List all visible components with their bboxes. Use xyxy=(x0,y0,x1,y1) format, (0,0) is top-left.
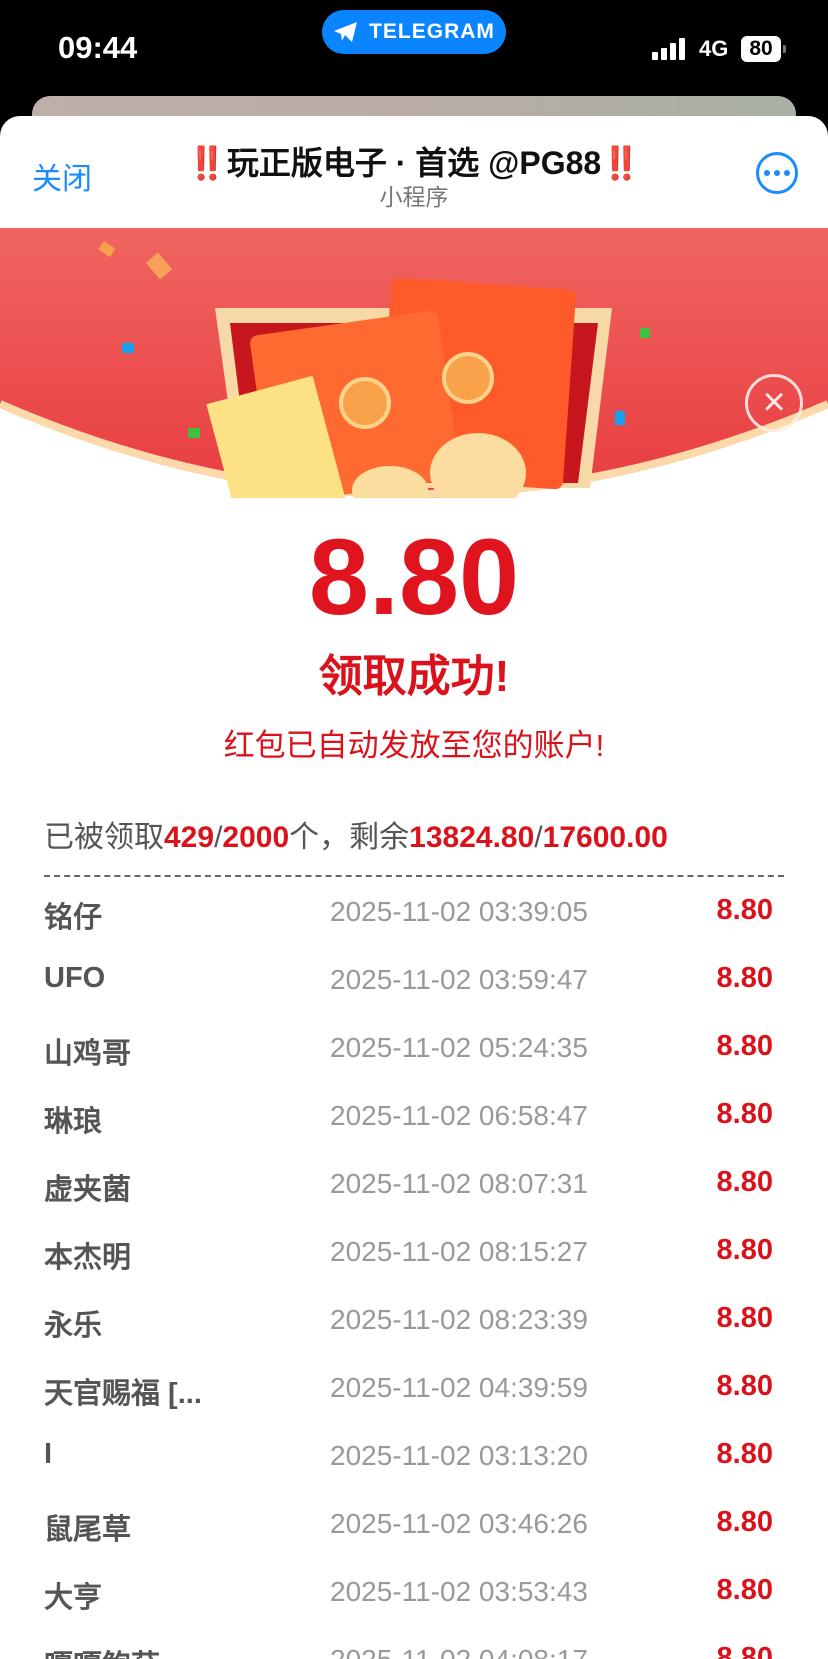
claim-records-list: 铭仔 2025-11-02 03:39:05 8.80 UFO 2025-11-02 0… xyxy=(0,878,828,1659)
claim-amount: 8.80 xyxy=(716,1506,773,1538)
claimer-name: 虚夹菌 xyxy=(44,1174,132,1206)
claim-amount: 8.80 xyxy=(716,1234,773,1266)
claim-amount: 8.80 xyxy=(716,1166,773,1198)
claim-time: 2025-11-02 03:39:05 xyxy=(330,896,588,927)
claimer-name: 铭仔 xyxy=(44,902,103,934)
claim-amount: 8.80 xyxy=(716,1574,773,1606)
nav-bar: 关闭 ‼️玩正版电子 · 首选 @PG88‼️ 小程序 xyxy=(0,116,828,228)
red-envelope-banner xyxy=(0,228,828,498)
claimer-name: 嘎嘎鲍菇 xyxy=(44,1642,160,1659)
claim-time: 2025-11-02 06:58:47 xyxy=(330,1100,588,1131)
list-item: UFO 2025-11-02 03:59:47 8.80 xyxy=(0,946,828,1014)
more-options-button[interactable] xyxy=(756,152,798,194)
list-item: 琳琅 2025-11-02 06:58:47 8.80 xyxy=(0,1082,828,1150)
battery-icon: 80 xyxy=(741,36,786,62)
list-item: 天官赐福 [... 2025-11-02 04:39:59 8.80 xyxy=(0,1354,828,1422)
claim-amount: 8.80 xyxy=(716,962,773,994)
received-amount: 8.80 xyxy=(308,516,520,637)
telegram-icon xyxy=(334,22,358,42)
clock: 09:44 xyxy=(58,30,138,65)
list-item: 大亨 2025-11-02 03:53:43 8.80 xyxy=(0,1558,828,1626)
alert-icon: ‼️ xyxy=(601,145,642,181)
page-subtitle: 小程序 xyxy=(379,184,449,210)
claim-amount: 8.80 xyxy=(716,1438,773,1470)
claim-amount: 8.80 xyxy=(716,1370,773,1402)
divider xyxy=(44,875,784,877)
claim-time: 2025-11-02 03:13:20 xyxy=(330,1440,588,1471)
list-item: 鼠尾草 2025-11-02 03:46:26 8.80 xyxy=(0,1490,828,1558)
status-bar: 09:44 TELEGRAM 4G 80 xyxy=(0,0,828,96)
claimer-name: 琳琅 xyxy=(44,1106,103,1138)
telegram-pill[interactable]: TELEGRAM xyxy=(322,10,506,54)
telegram-label: TELEGRAM xyxy=(369,20,495,43)
list-item: 嘎嘎鲍菇 2025-11-02 04:08:17 8.80 xyxy=(0,1626,828,1659)
close-button[interactable]: 关闭 xyxy=(32,163,92,196)
claim-time: 2025-11-02 04:39:59 xyxy=(330,1372,588,1403)
claimer-name: UFO xyxy=(44,962,106,994)
list-item: 永乐 2025-11-02 08:23:39 8.80 xyxy=(0,1286,828,1354)
claim-time: 2025-11-02 03:46:26 xyxy=(330,1508,588,1539)
dismiss-banner-icon[interactable]: × xyxy=(745,374,803,432)
list-item: 虚夹菌 2025-11-02 08:07:31 8.80 xyxy=(0,1150,828,1218)
network-type: 4G xyxy=(699,36,729,61)
claim-amount: 8.80 xyxy=(716,1642,773,1659)
alert-icon: ‼️ xyxy=(186,145,227,181)
title-text: 玩正版电子 · 首选 @PG88 xyxy=(226,145,602,181)
claimer-name: 永乐 xyxy=(44,1310,103,1342)
list-item: I 2025-11-02 03:13:20 8.80 xyxy=(0,1422,828,1490)
claim-time: 2025-11-02 04:08:17 xyxy=(330,1644,588,1659)
claim-time: 2025-11-02 08:07:31 xyxy=(330,1168,588,1199)
claim-time: 2025-11-02 05:24:35 xyxy=(330,1032,588,1063)
claim-time: 2025-11-02 03:59:47 xyxy=(330,964,588,995)
list-item: 山鸡哥 2025-11-02 05:24:35 8.80 xyxy=(0,1014,828,1082)
claim-amount: 8.80 xyxy=(716,894,773,926)
deposit-note: 红包已自动发放至您的账户! xyxy=(223,728,605,763)
page-title: ‼️玩正版电子 · 首选 @PG88‼️ xyxy=(0,138,828,184)
claimer-name: 大亨 xyxy=(44,1582,103,1614)
claimer-name: 本杰明 xyxy=(44,1242,132,1274)
claim-amount: 8.80 xyxy=(716,1302,773,1334)
success-message: 领取成功! xyxy=(318,652,510,701)
claimer-name: I xyxy=(44,1438,53,1470)
mini-program-sheet: 关闭 ‼️玩正版电子 · 首选 @PG88‼️ 小程序 × 8.80 领取成功!… xyxy=(0,116,828,1659)
claim-amount: 8.80 xyxy=(716,1030,773,1062)
claim-time: 2025-11-02 08:23:39 xyxy=(330,1304,588,1335)
claimer-name: 天官赐福 [... xyxy=(44,1378,202,1410)
list-item: 铭仔 2025-11-02 03:39:05 8.80 xyxy=(0,878,828,946)
list-item: 本杰明 2025-11-02 08:15:27 8.80 xyxy=(0,1218,828,1286)
claim-time: 2025-11-02 08:15:27 xyxy=(330,1236,588,1267)
claim-time: 2025-11-02 03:53:43 xyxy=(330,1576,588,1607)
claim-amount: 8.80 xyxy=(716,1098,773,1130)
claimer-name: 鼠尾草 xyxy=(44,1514,132,1546)
signal-icon xyxy=(652,38,685,60)
claimer-name: 山鸡哥 xyxy=(44,1038,132,1070)
claim-stats: 已被领取429/2000个，剩余13824.80/17600.00 xyxy=(44,821,668,854)
